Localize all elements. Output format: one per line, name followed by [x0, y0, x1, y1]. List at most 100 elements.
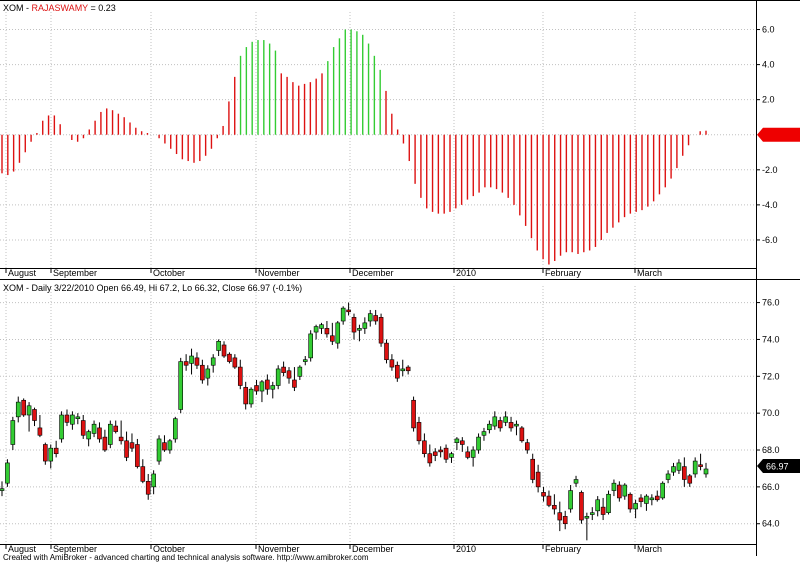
candle-body [172, 418, 178, 440]
candle-body [589, 512, 595, 515]
candle-body [340, 307, 346, 322]
candlestick [362, 317, 368, 334]
candle-body [427, 453, 433, 464]
candlestick [108, 420, 113, 449]
candlestick [568, 485, 573, 513]
price-grid [0, 286, 756, 544]
candlestick [15, 396, 21, 423]
candle-body [302, 359, 308, 362]
candlestick [10, 416, 16, 451]
candlestick [530, 453, 536, 484]
candlestick [162, 435, 167, 452]
candle-body [113, 425, 119, 432]
candlestick [389, 354, 395, 371]
candlestick [654, 490, 660, 502]
candle-body [524, 442, 530, 451]
candlestick [346, 302, 351, 316]
candle-body [687, 475, 693, 484]
candle-body [335, 322, 341, 344]
candlestick [405, 365, 411, 375]
candlestick [633, 499, 638, 519]
candlestick [617, 481, 622, 502]
candle-body [535, 471, 541, 488]
candle-body [189, 355, 194, 364]
candle-body [26, 405, 32, 416]
candle-body [611, 482, 617, 491]
candle-body [281, 366, 286, 373]
candle-body [573, 479, 579, 484]
candlestick [140, 459, 146, 484]
candlestick [546, 490, 552, 508]
candle-body [497, 420, 503, 429]
candle-body [43, 444, 48, 462]
candle-body [395, 364, 400, 379]
candle-body [324, 328, 330, 335]
price-y-axis: 76.0 74.0 72.0 70.0 68.0 66.0 64.0 [756, 298, 780, 529]
candle-body [259, 381, 265, 392]
candle-body [519, 427, 525, 442]
candlestick [183, 354, 189, 371]
candle-body [476, 436, 481, 451]
candle-body [227, 353, 232, 362]
candle-body [487, 423, 492, 431]
candlestick [535, 464, 541, 493]
candle-body [503, 416, 508, 423]
candlestick [627, 492, 633, 513]
candlestick [508, 416, 514, 432]
candlestick [26, 402, 32, 432]
candlestick [281, 361, 286, 377]
candlestick [644, 494, 649, 511]
candlestick [324, 321, 330, 338]
candle-body [416, 422, 422, 442]
candlestick [5, 459, 10, 487]
candle-body [405, 366, 411, 372]
candle-body [135, 444, 140, 467]
candlestick [275, 365, 281, 390]
candlestick [129, 433, 135, 452]
indicator-y-tick-label: 2.0 [762, 95, 775, 105]
candlestick [503, 411, 508, 427]
candle-body [232, 357, 238, 368]
candlestick [378, 313, 384, 347]
candlestick [124, 431, 129, 462]
candle-body [151, 473, 156, 488]
candlestick [221, 341, 227, 358]
candlestick [200, 359, 205, 384]
candlestick [573, 475, 579, 487]
indicator-x-tick-label: February [545, 268, 582, 278]
candle-body [438, 449, 443, 453]
price-x-axis: August September October November December 20… [0, 544, 756, 554]
indicator-y-tick-label: -6.0 [762, 235, 778, 245]
candle-body [15, 401, 21, 418]
candlestick [32, 407, 37, 427]
indicator-y-axis: 6.0 4.0 2.0 -2.0 -4.0 -6.0 [756, 25, 778, 245]
candlestick [541, 486, 546, 502]
candle-body [665, 473, 671, 480]
candlestick [622, 483, 628, 500]
indicator-panel: 6.0 4.0 2.0 -2.0 -4.0 -6.0 August September Oct… [0, 0, 800, 279]
candle-body [676, 462, 682, 471]
candle-body [633, 503, 638, 510]
candle-body [194, 357, 200, 366]
candle-body [75, 416, 81, 419]
candle-body [422, 440, 427, 454]
candlestick [21, 398, 26, 417]
candlestick [156, 435, 162, 465]
candlestick [367, 309, 373, 327]
candle-body [692, 460, 698, 475]
candle-body [210, 357, 216, 366]
candle-body [508, 422, 514, 429]
candlestick [703, 462, 709, 478]
candle-body [313, 326, 319, 333]
candlestick [237, 359, 243, 390]
candle-body [579, 492, 584, 521]
candle-body [514, 423, 519, 427]
candlestick [692, 457, 698, 478]
candle-body [432, 451, 438, 456]
candle-body [367, 313, 373, 322]
candlestick [216, 339, 221, 357]
candlestick [210, 354, 216, 373]
candle-body [243, 387, 248, 405]
indicator-y-tick-label: 4.0 [762, 60, 775, 70]
candle-body [660, 482, 665, 499]
